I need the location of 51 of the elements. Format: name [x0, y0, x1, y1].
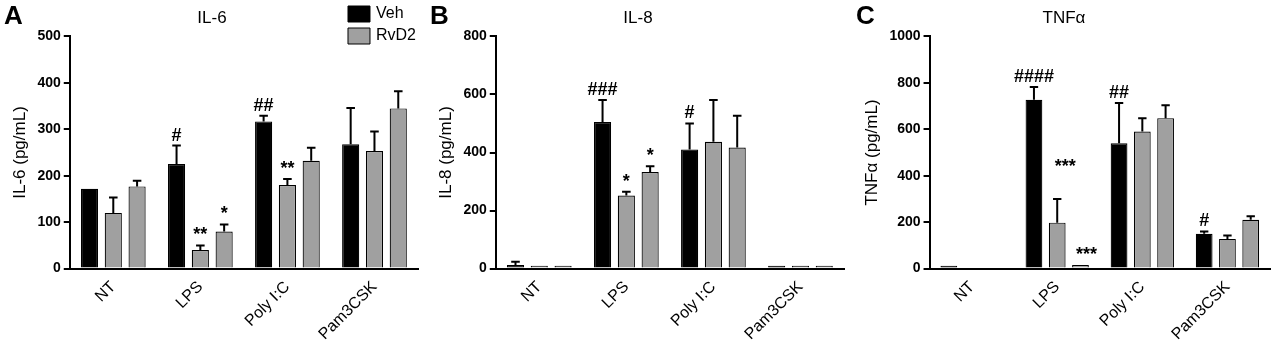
y-tick-label: 0	[478, 259, 487, 276]
legend-label: Veh	[375, 4, 404, 22]
annotation: *	[220, 203, 228, 224]
x-tick-label: Poly I:C	[667, 277, 719, 330]
y-axis-title: IL-8 (pg/mL)	[435, 106, 455, 199]
annotation: #	[1199, 210, 1210, 231]
x-tick-label: NT	[950, 277, 978, 305]
y-tick-label: 200	[463, 201, 487, 218]
annotation: **	[193, 224, 208, 245]
y-tick-label: 800	[897, 73, 921, 90]
x-tick-label: LPS	[172, 277, 206, 312]
annotation: ###	[587, 78, 618, 99]
x-tick-label: LPS	[1029, 277, 1063, 312]
annotation: #	[684, 102, 695, 123]
y-tick-label: 1000	[889, 27, 921, 44]
y-tick-label: 300	[37, 120, 61, 137]
annotation: *	[646, 145, 654, 166]
chart-title: IL-6	[197, 7, 227, 27]
y-tick-label: 0	[52, 259, 61, 276]
y-tick-label: 600	[897, 120, 921, 137]
x-tick-label: LPS	[598, 277, 632, 312]
x-tick-label: NT	[517, 277, 545, 305]
y-tick-label: 200	[37, 166, 61, 183]
y-tick-label: 600	[463, 85, 487, 102]
legend-label: RvD2	[375, 26, 417, 44]
text: B	[430, 0, 449, 30]
annotation: *	[622, 170, 630, 191]
chart-title: IL-8	[623, 7, 653, 27]
y-tick-label: 800	[463, 27, 487, 44]
annotation: ##	[1109, 82, 1130, 103]
annotation: **	[280, 157, 295, 178]
annotation: ##	[253, 94, 274, 115]
annotation: ***	[1054, 155, 1076, 176]
y-tick-label: 100	[37, 213, 61, 230]
annotation: ***	[1075, 244, 1097, 265]
annotation: #	[171, 124, 182, 145]
y-axis-title: IL-6 (pg/mL)	[9, 106, 29, 199]
chart-title: TNFα	[1042, 7, 1086, 27]
x-tick-label: NT	[91, 277, 119, 305]
y-tick-label: 0	[912, 259, 921, 276]
text: A	[4, 0, 23, 30]
y-tick-label: 500	[37, 27, 61, 44]
x-tick-label: Poly I:C	[241, 277, 293, 330]
y-tick-label: 400	[37, 73, 61, 90]
text: C	[856, 0, 875, 30]
y-tick-label: 200	[897, 213, 921, 230]
y-axis-title: TNFα (pg/mL)	[861, 99, 881, 206]
annotation: ####	[1013, 66, 1054, 87]
y-tick-label: 400	[897, 166, 921, 183]
x-tick-label: Poly I:C	[1095, 277, 1148, 330]
y-tick-label: 400	[463, 143, 487, 160]
